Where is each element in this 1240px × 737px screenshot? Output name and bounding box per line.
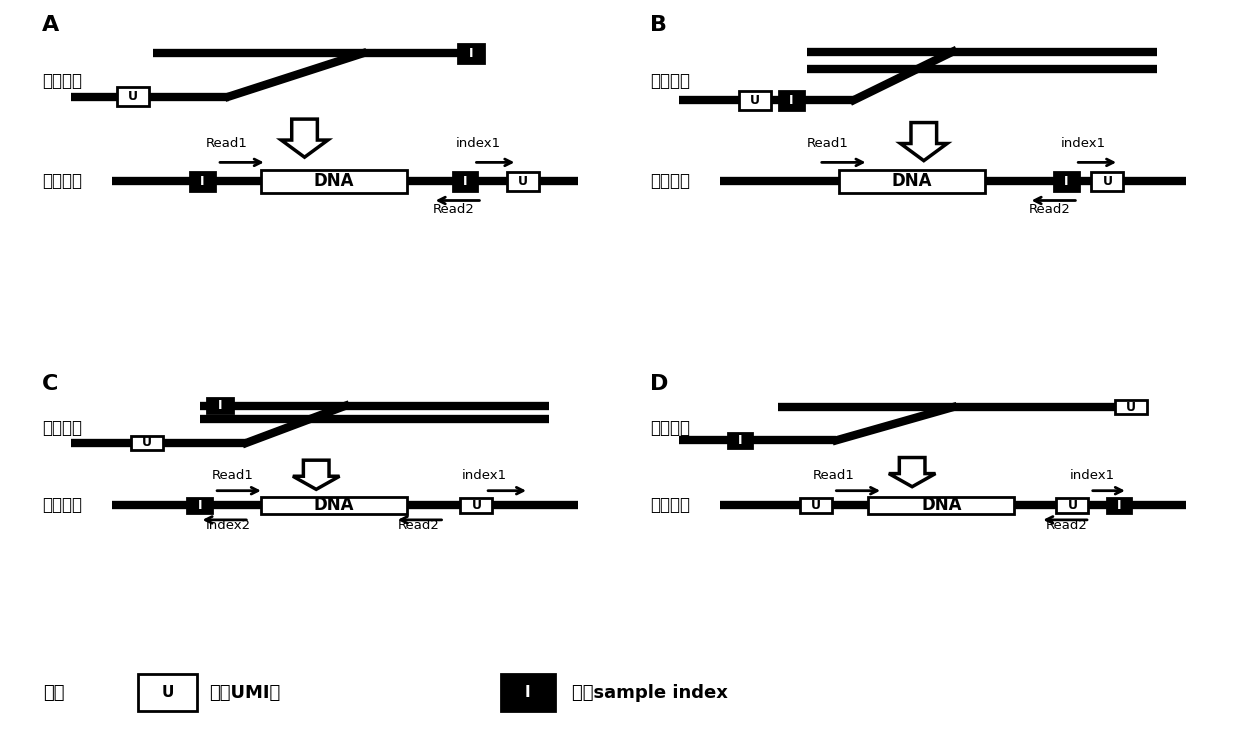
Bar <box>507 172 539 191</box>
Text: index2: index2 <box>206 519 250 532</box>
Text: DNA: DNA <box>314 172 353 190</box>
Text: DNA: DNA <box>892 172 932 190</box>
Text: U: U <box>161 685 174 700</box>
Text: U: U <box>143 436 153 450</box>
Bar <box>187 498 212 513</box>
Text: I: I <box>197 499 202 511</box>
Bar <box>207 399 233 413</box>
Text: Read2: Read2 <box>398 519 440 532</box>
Text: I: I <box>738 434 743 447</box>
Text: I: I <box>1117 499 1121 511</box>
Text: Read2: Read2 <box>1047 519 1087 532</box>
Bar <box>458 43 484 63</box>
Text: 注：: 注： <box>42 684 64 702</box>
Text: index1: index1 <box>463 469 507 482</box>
Text: 文库结构: 文库结构 <box>650 496 689 514</box>
Text: Read1: Read1 <box>206 137 247 150</box>
Text: index1: index1 <box>1060 137 1106 150</box>
Text: Read2: Read2 <box>1029 203 1070 216</box>
Bar <box>1091 172 1123 191</box>
Bar <box>800 498 832 513</box>
Text: U: U <box>518 175 528 188</box>
Text: A: A <box>42 15 60 35</box>
Text: 接头结构: 接头结构 <box>42 419 82 437</box>
Text: I: I <box>218 399 222 412</box>
Text: 代表UMI，: 代表UMI， <box>210 684 280 702</box>
Bar <box>1115 400 1147 414</box>
Bar <box>260 170 407 192</box>
Bar <box>779 91 804 110</box>
Bar <box>260 497 407 514</box>
Text: U: U <box>1102 175 1112 188</box>
Text: 接头结构: 接头结构 <box>650 419 689 437</box>
Text: 接头结构: 接头结构 <box>42 72 82 90</box>
Bar <box>131 436 164 450</box>
Bar <box>453 172 477 191</box>
Polygon shape <box>900 122 947 161</box>
Text: I: I <box>525 685 531 700</box>
Text: U: U <box>811 499 821 511</box>
Text: DNA: DNA <box>921 496 961 514</box>
Text: U: U <box>750 94 760 107</box>
Text: I: I <box>1064 175 1069 188</box>
Text: U: U <box>1126 401 1136 413</box>
Text: U: U <box>128 90 138 103</box>
Bar <box>728 433 753 447</box>
Text: Read2: Read2 <box>433 203 475 216</box>
Text: 文库结构: 文库结构 <box>42 172 82 190</box>
Text: index1: index1 <box>456 137 501 150</box>
Polygon shape <box>281 119 327 157</box>
Bar <box>1054 172 1079 191</box>
Bar <box>1056 498 1089 513</box>
Text: U: U <box>471 499 481 511</box>
Text: C: C <box>42 374 58 394</box>
Polygon shape <box>889 458 935 486</box>
Bar <box>868 497 1014 514</box>
Text: DNA: DNA <box>314 496 353 514</box>
Bar <box>117 87 149 106</box>
Bar <box>460 498 492 513</box>
Bar <box>501 674 554 711</box>
Text: D: D <box>650 374 668 394</box>
Text: I: I <box>201 175 205 188</box>
Text: I: I <box>463 175 467 188</box>
Text: 文库结构: 文库结构 <box>42 496 82 514</box>
Bar <box>1107 498 1131 513</box>
Text: U: U <box>1068 499 1078 511</box>
Bar <box>739 91 771 110</box>
Text: I: I <box>469 46 472 60</box>
Polygon shape <box>293 460 340 489</box>
Bar <box>138 674 197 711</box>
Text: Read1: Read1 <box>211 469 253 482</box>
Text: Read1: Read1 <box>807 137 849 150</box>
Text: I: I <box>789 94 794 107</box>
Text: B: B <box>650 15 667 35</box>
Text: 接头结构: 接头结构 <box>650 72 689 90</box>
Text: Read1: Read1 <box>813 469 854 482</box>
Bar <box>839 170 985 192</box>
Text: index1: index1 <box>1069 469 1115 482</box>
Text: 文库结构: 文库结构 <box>650 172 689 190</box>
Bar <box>190 172 215 191</box>
Text: 代表sample index: 代表sample index <box>573 684 728 702</box>
